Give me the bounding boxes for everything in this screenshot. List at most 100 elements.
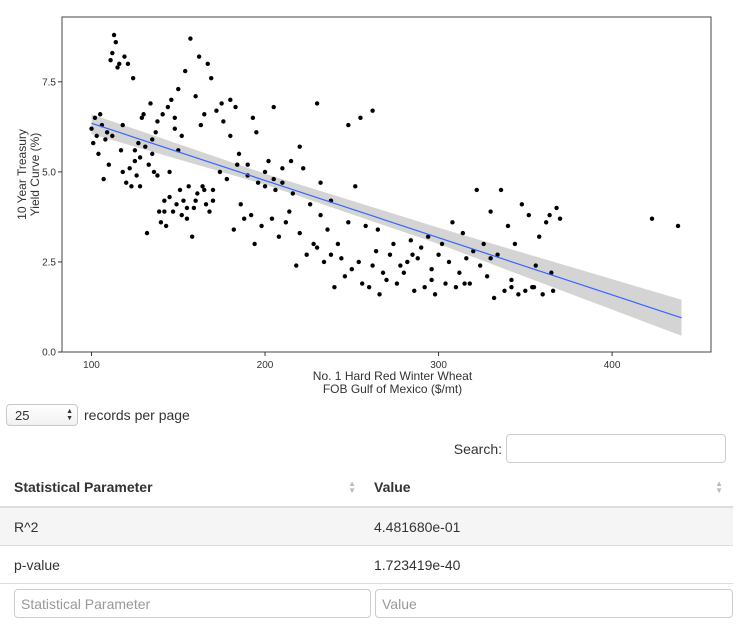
data-point [238, 202, 243, 207]
select-updown-icon: ▲ ▼ [66, 408, 73, 422]
x-tick-label: 300 [430, 360, 447, 371]
sort-icon: ▲ ▼ [715, 479, 723, 495]
data-point [488, 209, 493, 214]
cell-value: 4.481680e-01 [366, 507, 733, 546]
data-point [314, 245, 320, 250]
data-point [297, 144, 302, 149]
data-point [505, 223, 511, 229]
data-point [294, 263, 299, 268]
x-tick-label: 100 [83, 360, 100, 371]
data-point [450, 220, 455, 225]
column-header-parameter[interactable]: Statistical Parameter ▲ ▼ [0, 468, 366, 508]
data-point [139, 115, 145, 121]
data-point [311, 241, 316, 247]
data-point [137, 184, 143, 189]
data-point [339, 256, 344, 261]
data-point [162, 198, 167, 203]
data-point [137, 155, 143, 160]
data-point [460, 230, 466, 236]
data-point [481, 241, 486, 247]
data-point [136, 140, 141, 146]
data-point [280, 166, 285, 171]
column-header-value[interactable]: Value ▲ ▼ [366, 468, 733, 508]
data-point [484, 274, 490, 279]
data-point [158, 220, 164, 225]
data-point [132, 158, 138, 164]
data-point [425, 234, 431, 239]
data-point [198, 122, 204, 128]
data-point [91, 140, 96, 146]
confidence-band [91, 114, 682, 336]
data-point [412, 288, 417, 293]
data-point [169, 97, 174, 103]
data-point [314, 101, 320, 106]
data-point [186, 184, 191, 189]
data-point [255, 180, 261, 185]
data-point [210, 198, 216, 203]
records-per-page-select[interactable]: 25 ▲ ▼ [6, 404, 78, 426]
data-point [228, 97, 233, 103]
x-tick-label: 200 [257, 360, 274, 371]
cell-value: 1.723419e-40 [366, 545, 733, 584]
data-point [419, 245, 424, 250]
data-point [429, 266, 434, 272]
data-point [248, 212, 254, 218]
data-point [129, 184, 134, 189]
column-filter-row [14, 589, 733, 618]
data-point [467, 281, 472, 286]
data-point [188, 36, 193, 41]
data-point [141, 112, 146, 117]
data-point [283, 220, 289, 225]
data-point [210, 187, 216, 193]
data-point [167, 194, 172, 200]
data-point [301, 166, 306, 171]
data-point [219, 101, 224, 106]
data-point [375, 227, 381, 232]
data-point [405, 259, 410, 265]
data-point [398, 263, 403, 268]
data-point [115, 65, 120, 70]
data-point [519, 202, 525, 207]
filter-parameter-input[interactable] [14, 589, 371, 618]
data-point [134, 173, 139, 178]
data-point [262, 169, 268, 175]
data-point [549, 270, 554, 275]
data-point [242, 216, 247, 221]
column-header-label: Value [374, 479, 411, 495]
data-point [533, 263, 538, 268]
data-point [346, 122, 351, 128]
y-tick-label: 2.5 [42, 257, 56, 268]
data-point [353, 184, 358, 189]
filter-value-input[interactable] [375, 589, 733, 618]
data-point [184, 216, 190, 221]
data-point [184, 205, 190, 211]
data-point [144, 230, 150, 236]
data-point [110, 50, 115, 56]
data-point [273, 187, 278, 193]
data-point [155, 173, 160, 178]
data-point [250, 115, 256, 121]
data-point [346, 220, 351, 225]
data-point [512, 241, 518, 247]
data-point [189, 234, 195, 239]
search-label: Search: [453, 440, 502, 457]
data-point [130, 76, 136, 81]
data-point [436, 252, 441, 257]
data-point [509, 277, 514, 283]
data-point [554, 205, 559, 211]
data-point [366, 284, 372, 290]
data-point [167, 169, 172, 175]
data-point [478, 263, 483, 268]
data-point [360, 281, 365, 286]
data-point [415, 256, 420, 261]
data-point [127, 166, 132, 171]
search-input[interactable] [506, 434, 726, 463]
data-point [464, 256, 469, 261]
data-point [391, 241, 396, 247]
data-point [439, 241, 445, 247]
records-per-page-control: 25 ▲ ▼ records per page [6, 404, 190, 426]
data-point [176, 86, 181, 92]
data-point [509, 284, 514, 290]
data-point [377, 292, 382, 297]
data-point [328, 252, 334, 257]
